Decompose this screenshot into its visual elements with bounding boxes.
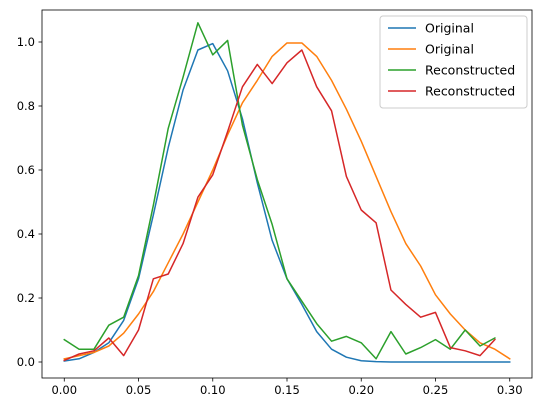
legend-label-2: Original <box>425 42 474 57</box>
x-tick-label: 0.00 <box>51 383 77 397</box>
series-line-2 <box>63 42 511 360</box>
y-tick-label: 0.6 <box>17 163 35 177</box>
x-tick-label: 0.15 <box>274 383 300 397</box>
legend: Original Original Reconstructed Reconstruct… <box>379 15 528 109</box>
x-tick-label: 0.25 <box>423 383 449 397</box>
legend-label-3: Reconstructed <box>425 63 515 78</box>
legend-box <box>379 15 528 109</box>
x-tick-label: 0.05 <box>126 383 152 397</box>
y-tick-label: 0.4 <box>17 227 35 241</box>
x-tick-label: 0.10 <box>200 383 226 397</box>
legend-label-4: Reconstructed <box>425 84 515 99</box>
y-tick-label: 0.8 <box>17 99 35 113</box>
series-line-4 <box>63 49 496 362</box>
x-tick-label: 0.30 <box>497 383 523 397</box>
y-tick-label: 1.0 <box>17 35 35 49</box>
x-tick-label: 0.20 <box>348 383 374 397</box>
axes: 0.00 0.05 0.10 0.15 0.20 0.25 0.30 0.0 0.2 0.4 0.6… <box>17 9 533 397</box>
legend-label-1: Original <box>425 21 474 36</box>
y-tick-label: 0.2 <box>17 291 35 305</box>
y-tick-label: 0.0 <box>17 355 35 369</box>
series-layer <box>63 22 511 363</box>
series-line-3 <box>63 22 496 360</box>
